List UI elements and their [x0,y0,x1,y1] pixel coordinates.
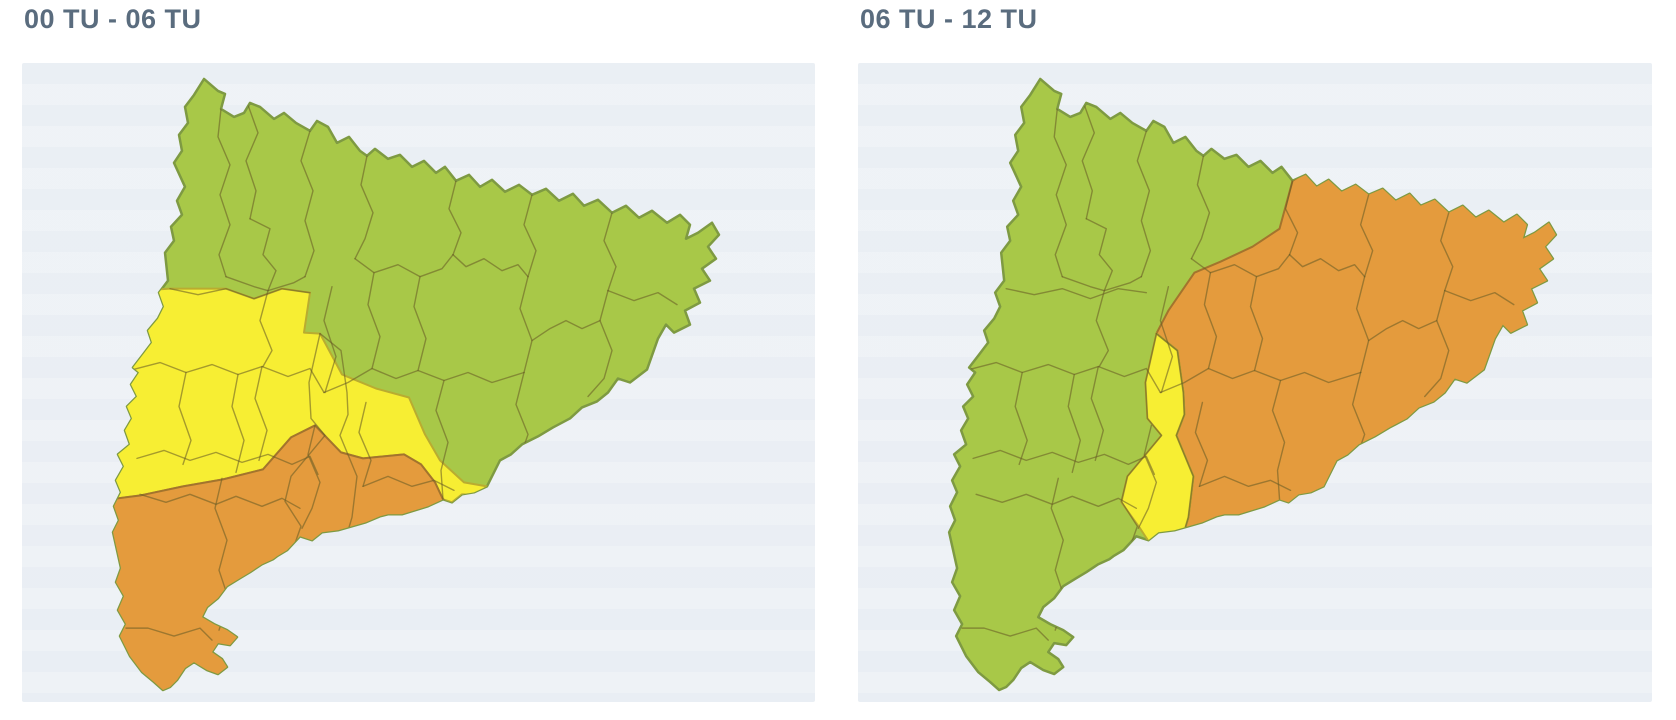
catalonia-warning-map-map-00-06-tu [111,77,721,692]
comarca-border [178,371,192,466]
comarca-border [245,104,259,220]
comarca-border [217,108,231,278]
comarca-border [1367,319,1438,342]
comarca-border [1440,212,1454,292]
comarca-border [367,271,381,370]
comarca-border [1271,379,1286,501]
comarca-border [1288,254,1366,278]
comarca-border [1249,275,1264,372]
comarca-border [1095,289,1110,368]
comarca-border [1005,287,1148,300]
comarca-border [323,285,337,394]
comarca-border [254,365,268,462]
comarca-border [1190,254,1291,278]
comarca-border [231,373,245,474]
comarca-borders-layer [125,104,678,641]
comarca-border [448,180,462,256]
comarca-border [435,379,449,501]
comarca-border [1359,194,1374,278]
catalonia-warning-map-map-06-12-tu [947,77,1558,692]
comarca-border [587,289,613,398]
comarca-border [300,130,315,278]
comarca-border [607,289,678,306]
period-title-06-12: 06 TU - 12 TU [860,4,1038,34]
comarca-border [531,319,601,342]
comarca-border [1444,289,1515,306]
comarca-border [319,332,358,545]
comarca-border [452,254,529,278]
comarca-border [136,449,319,476]
comarca-border [1155,332,1195,545]
comarca-border [1136,130,1152,278]
comarca-border [1194,401,1209,488]
comarca-border [1067,373,1081,474]
comarca-border [1159,285,1174,394]
comarca-border [1159,367,1362,394]
comarca-border [1203,271,1218,370]
comarca-border [519,275,533,374]
map-panel-00-06 [22,63,815,702]
comarca-border [413,275,427,372]
comarca-border [1014,371,1028,466]
comarca-border [1284,180,1299,256]
comarca-border [139,493,301,510]
comarca-border [125,627,213,641]
comarca-border [1424,289,1450,398]
comarca-border [603,212,617,292]
comarca-border [249,218,277,292]
comarca-border [323,367,525,394]
comarca-border [523,194,537,278]
comarca-border [1053,108,1067,278]
comarca-border [169,287,311,300]
comarca-border [259,289,273,368]
comarca-border [354,155,374,260]
comarca-border [358,401,372,488]
comarca-border [301,424,321,529]
comarca-border [1090,365,1105,462]
comarca-border [354,254,454,278]
comarca-border [1198,475,1292,492]
comarca-border [1081,104,1095,220]
comarca-border [961,627,1049,641]
comarca-border [975,493,1138,510]
comarca-border [362,475,455,492]
period-title-00-06: 00 TU - 06 TU [24,4,202,34]
comarca-border [1085,218,1114,292]
comarca-border [1137,424,1158,529]
map-panel-06-12 [858,63,1652,702]
comarca-border [972,449,1156,476]
comarca-border [1355,275,1370,374]
comarca-border [1190,155,1211,260]
